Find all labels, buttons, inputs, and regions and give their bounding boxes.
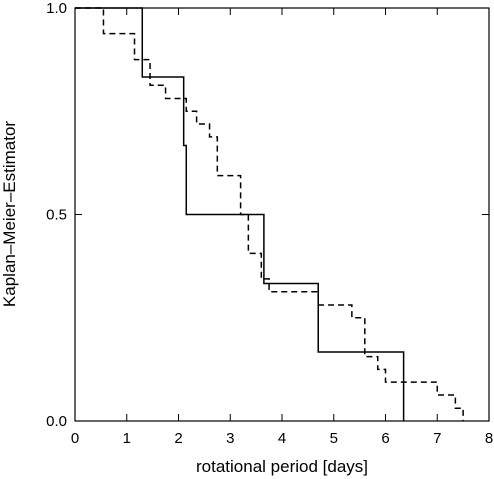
x-tick-label: 1	[123, 430, 131, 447]
series-layer	[75, 7, 464, 421]
y-tick-label: 0.0	[46, 413, 67, 430]
x-tick-label: 4	[278, 430, 286, 447]
x-tick-label: 8	[485, 430, 493, 447]
dashed-series-line	[75, 7, 464, 421]
y-axis-label: Kaplan–Meier–Estimator	[0, 121, 19, 307]
x-axis: 0 1 2 3 4 5 6 7 8	[71, 8, 493, 447]
x-tick-label: 2	[174, 430, 182, 447]
y-tick-label: 0.5	[46, 207, 67, 224]
x-tick-label: 3	[226, 430, 234, 447]
x-tick-label: 7	[433, 430, 441, 447]
x-tick-label: 6	[381, 430, 389, 447]
x-tick-label: 5	[330, 430, 338, 447]
y-axis: 0.0 0.5 1.0	[46, 0, 489, 430]
x-axis-label: rotational period [days]	[196, 457, 368, 476]
y-tick-label: 1.0	[46, 0, 67, 17]
solid-series-line	[75, 7, 405, 421]
plot-frame	[74, 7, 490, 422]
x-tick-label: 0	[71, 430, 79, 447]
